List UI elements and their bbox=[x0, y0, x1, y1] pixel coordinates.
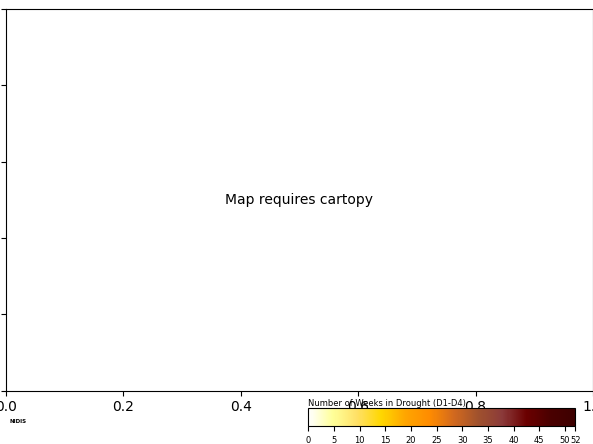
Text: Number of Weeks in Drought (D1-D4): Number of Weeks in Drought (D1-D4) bbox=[308, 399, 466, 408]
Text: Map requires cartopy: Map requires cartopy bbox=[225, 193, 374, 207]
Text: NIDIS: NIDIS bbox=[9, 419, 26, 424]
